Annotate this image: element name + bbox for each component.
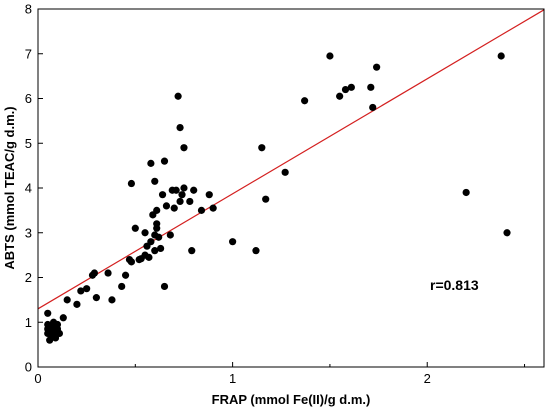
data-point <box>170 204 178 212</box>
y-tick-label: 5 <box>25 136 32 151</box>
data-point <box>301 97 309 105</box>
data-point <box>252 247 260 255</box>
data-point <box>145 253 153 261</box>
data-point <box>158 191 167 199</box>
data-point <box>209 204 217 212</box>
data-point <box>153 224 161 232</box>
data-point <box>180 184 188 192</box>
data-point <box>190 186 198 194</box>
data-point <box>497 52 505 60</box>
data-point <box>180 144 188 152</box>
data-point <box>178 191 186 199</box>
data-point <box>166 231 174 239</box>
data-point <box>336 92 344 100</box>
data-point <box>341 85 350 94</box>
data-point <box>151 247 159 255</box>
data-point <box>90 269 99 277</box>
data-point <box>118 282 126 291</box>
data-point <box>83 285 91 293</box>
y-tick-label: 3 <box>25 225 32 240</box>
data-point <box>59 314 67 322</box>
data-point <box>258 144 266 152</box>
data-point <box>174 92 182 100</box>
data-point <box>262 195 270 203</box>
data-point <box>77 287 85 295</box>
data-point <box>127 258 136 266</box>
data-point <box>367 83 375 91</box>
data-point <box>176 123 184 132</box>
x-tick-label: 2 <box>424 371 431 386</box>
data-point <box>155 233 163 241</box>
data-point <box>347 83 355 91</box>
y-tick-label: 0 <box>25 360 32 375</box>
data-point <box>104 269 112 277</box>
data-point <box>160 282 169 291</box>
data-point <box>197 206 206 214</box>
data-point <box>229 238 237 246</box>
data-point <box>188 247 196 255</box>
y-tick-label: 4 <box>25 181 32 196</box>
y-tick-label: 8 <box>25 2 32 17</box>
x-tick-label: 0 <box>34 371 41 386</box>
correlation-annotation: r=0.813 <box>430 277 479 293</box>
y-tick-label: 6 <box>25 91 32 106</box>
y-tick-label: 7 <box>25 46 32 61</box>
data-point <box>92 294 100 302</box>
y-axis-title: ABTS (mmol TEAC/g d.m.) <box>2 106 17 269</box>
data-point <box>131 224 139 232</box>
data-point <box>44 309 52 317</box>
data-point <box>162 202 171 210</box>
y-tick-label: 1 <box>25 315 32 330</box>
data-point <box>157 244 165 253</box>
data-point <box>127 179 136 188</box>
data-point <box>141 229 149 237</box>
y-tick-label: 2 <box>25 270 32 285</box>
data-point <box>186 197 194 206</box>
data-point <box>205 191 213 199</box>
data-point <box>147 159 155 167</box>
x-axis-title: FRAP (mmol Fe(II)/g d.m.) <box>212 392 371 407</box>
data-point <box>281 168 289 176</box>
data-point <box>151 177 159 185</box>
data-point <box>373 63 381 71</box>
data-point <box>73 300 81 308</box>
data-point <box>153 206 161 214</box>
data-point <box>121 271 130 279</box>
regression-line <box>37 9 545 310</box>
data-point <box>55 329 64 338</box>
data-point <box>326 52 334 60</box>
data-point <box>369 103 377 112</box>
data-point <box>147 238 155 246</box>
plot-frame <box>37 8 545 368</box>
data-point <box>462 188 470 197</box>
data-point <box>176 197 184 206</box>
data-point <box>172 186 180 194</box>
data-point <box>108 296 116 304</box>
data-point <box>63 296 71 304</box>
data-point <box>503 229 511 237</box>
x-tick-label: 1 <box>229 371 236 386</box>
data-point <box>160 157 169 165</box>
